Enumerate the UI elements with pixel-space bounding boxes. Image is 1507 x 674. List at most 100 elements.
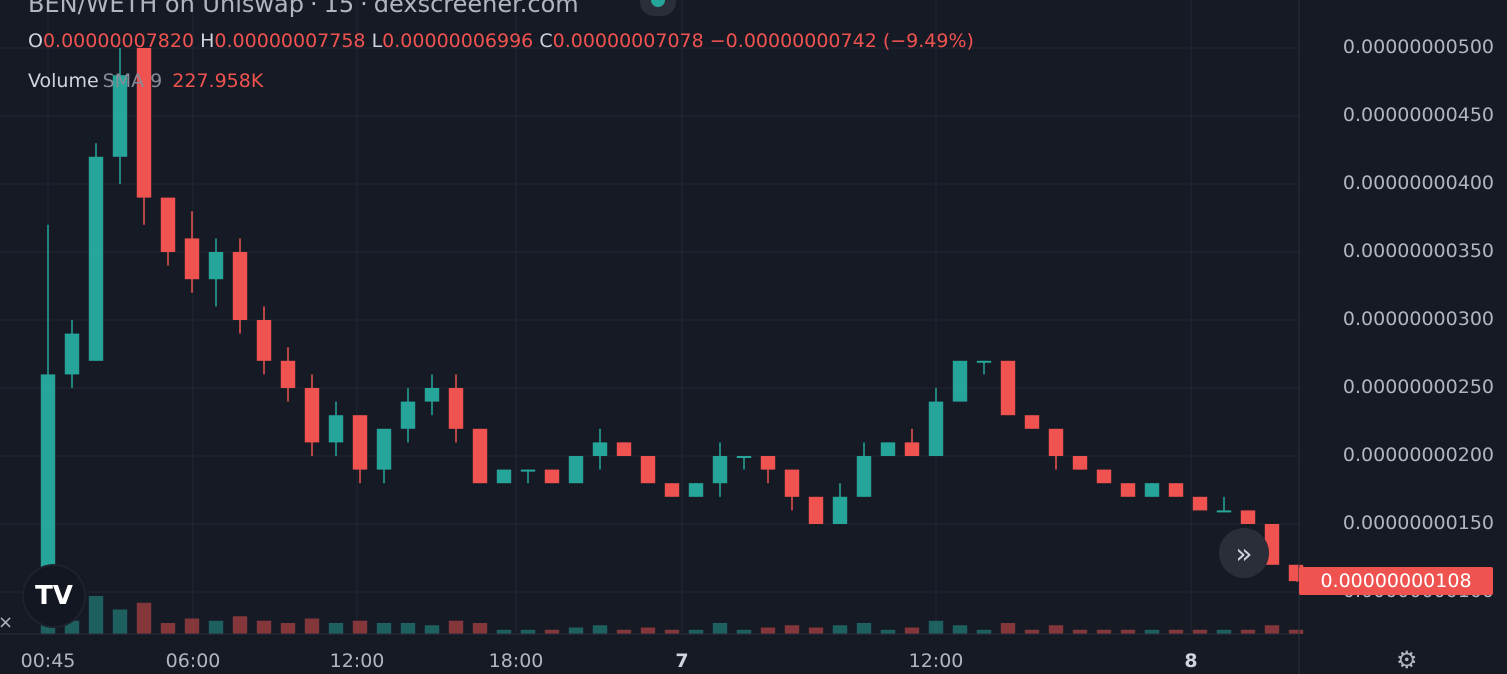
volume-bars (40, 569, 1304, 634)
time-tick-label: 7 (675, 650, 689, 672)
change-value: −0.00000000742 (−9.49%) (709, 30, 974, 52)
tradingview-logo-icon[interactable]: TV (24, 566, 84, 626)
volume-bar (304, 618, 320, 634)
candle-up (856, 456, 872, 497)
volume-bar (1000, 623, 1016, 634)
candle-down (136, 48, 152, 198)
price-tick-label: 0.00000000450 (1342, 104, 1494, 126)
close-value: 0.00000007078 (552, 30, 704, 52)
volume-bar (232, 616, 248, 634)
candle-down (352, 415, 368, 470)
volume-bar (928, 620, 944, 634)
volume-bar (904, 627, 920, 634)
last-price-label: 0.00000000108 (1299, 567, 1493, 595)
volume-bar (880, 629, 896, 634)
candle-up (328, 415, 344, 443)
candle-down (280, 360, 296, 388)
volume-bar (1120, 629, 1136, 634)
candle-down (160, 197, 176, 252)
volume-bar (1192, 629, 1208, 634)
candle-up (64, 333, 80, 375)
candle-down (1000, 360, 1016, 416)
volume-value: 227.958K (172, 70, 264, 92)
market-status-icon[interactable] (640, 0, 676, 16)
candle-down (1024, 415, 1040, 429)
high-label: H (200, 30, 215, 52)
candle-up (376, 428, 392, 470)
volume-bar (1024, 629, 1040, 634)
volume-bar (472, 623, 488, 634)
time-tick-label: 00:45 (20, 650, 76, 672)
open-value: 0.00000007820 (42, 30, 195, 52)
volume-bar (1048, 625, 1064, 634)
candle-up (520, 469, 536, 472)
volume-bar (448, 620, 464, 634)
ohlc-legend: O0.00000007820 H0.00000007758 L0.0000000… (28, 30, 974, 52)
candle-down (616, 442, 632, 456)
candle-up (1144, 483, 1160, 497)
price-tick-label: 0.00000000500 (1342, 36, 1494, 58)
candle-down (1048, 428, 1064, 456)
candle-down (760, 456, 776, 470)
volume-bar (592, 625, 608, 634)
candle-up (688, 483, 704, 497)
volume-bar (640, 627, 656, 634)
price-tick-label: 0.00000000200 (1342, 444, 1494, 466)
low-label: L (371, 30, 383, 52)
candle-down (640, 456, 656, 484)
time-tick-label: 12:00 (908, 650, 964, 672)
low-value: 0.00000006996 (382, 30, 534, 52)
volume-bar (712, 623, 728, 634)
candle-down (232, 252, 248, 320)
volume-bar (88, 596, 104, 634)
candle-up (952, 360, 968, 402)
chart-title: BEN/WETH on Uniswap · 15 · dexscreener.com (28, 0, 579, 18)
high-value: 0.00000007758 (214, 30, 366, 52)
separator: · (309, 0, 318, 18)
candle-down (808, 496, 824, 524)
candle-down (784, 469, 800, 497)
price-tick-label: 0.00000000250 (1342, 376, 1494, 398)
gear-icon[interactable]: ⚙ (1396, 646, 1418, 674)
scroll-to-realtime-icon[interactable]: » (1219, 528, 1269, 578)
volume-bar (328, 623, 344, 634)
volume-bar (112, 609, 128, 634)
source: dexscreener.com (373, 0, 579, 18)
close-label: C (539, 30, 553, 52)
volume-bar (1264, 625, 1280, 634)
volume-bar (400, 623, 416, 634)
candle-up (880, 442, 896, 456)
volume-bar (256, 620, 272, 634)
close-icon[interactable]: × (0, 612, 14, 633)
candle-down (256, 320, 272, 361)
candle-up (112, 75, 128, 157)
volume-bar (280, 623, 296, 634)
volume-bar (352, 620, 368, 634)
candle-up (424, 388, 440, 402)
volume-bar (952, 625, 968, 634)
candle-up (592, 442, 608, 456)
volume-bar (688, 629, 704, 634)
volume-bar (136, 602, 152, 634)
candle-up (568, 456, 584, 484)
candle-down (472, 428, 488, 484)
volume-sma-label: SMA 9 (102, 70, 163, 92)
volume-legend[interactable]: Volume SMA 9 227.958K (28, 70, 263, 92)
volume-bar (832, 625, 848, 634)
volume-bar (1096, 629, 1112, 634)
grid (0, 0, 1299, 634)
candle-up (40, 374, 56, 606)
volume-bar (1216, 629, 1232, 634)
volume-bar (376, 623, 392, 634)
candle-down (1096, 469, 1112, 484)
open-label: O (28, 30, 43, 52)
volume-bar (1288, 629, 1304, 634)
candles (40, 48, 1304, 606)
volume-bar (64, 620, 80, 634)
pair-name: BEN/WETH on Uniswap (28, 0, 304, 18)
time-tick-label: 18:00 (488, 650, 544, 672)
volume-bar (184, 618, 200, 634)
volume-bar (1168, 629, 1184, 634)
candle-up (832, 496, 848, 524)
